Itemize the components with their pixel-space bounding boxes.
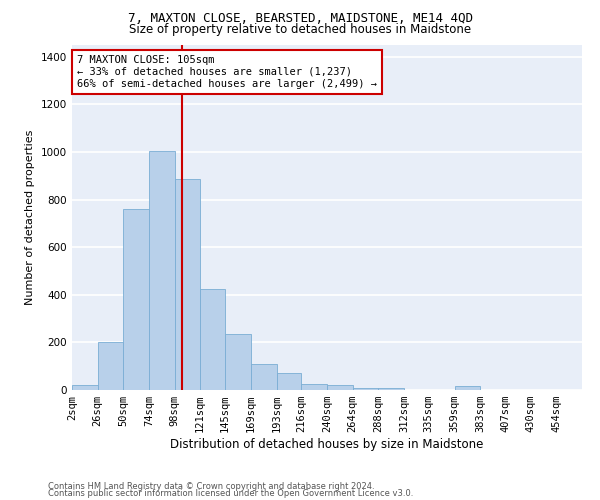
Text: Size of property relative to detached houses in Maidstone: Size of property relative to detached ho… xyxy=(129,22,471,36)
Bar xyxy=(251,364,277,390)
Bar xyxy=(124,209,149,390)
Y-axis label: Number of detached properties: Number of detached properties xyxy=(25,130,35,305)
Text: 7, MAXTON CLOSE, BEARSTED, MAIDSTONE, ME14 4QD: 7, MAXTON CLOSE, BEARSTED, MAIDSTONE, ME… xyxy=(128,12,473,26)
Bar xyxy=(379,388,404,390)
Bar xyxy=(72,385,98,390)
Bar xyxy=(175,180,199,390)
Bar xyxy=(327,385,353,390)
Bar xyxy=(98,342,124,390)
Bar xyxy=(199,289,225,390)
Text: 7 MAXTON CLOSE: 105sqm
← 33% of detached houses are smaller (1,237)
66% of semi-: 7 MAXTON CLOSE: 105sqm ← 33% of detached… xyxy=(77,56,377,88)
Bar xyxy=(277,374,301,390)
Text: Contains public sector information licensed under the Open Government Licence v3: Contains public sector information licen… xyxy=(48,489,413,498)
Bar xyxy=(149,151,175,390)
X-axis label: Distribution of detached houses by size in Maidstone: Distribution of detached houses by size … xyxy=(170,438,484,451)
Bar xyxy=(301,384,327,390)
Bar xyxy=(353,388,379,390)
Bar xyxy=(225,334,251,390)
Text: Contains HM Land Registry data © Crown copyright and database right 2024.: Contains HM Land Registry data © Crown c… xyxy=(48,482,374,491)
Bar xyxy=(455,386,480,390)
